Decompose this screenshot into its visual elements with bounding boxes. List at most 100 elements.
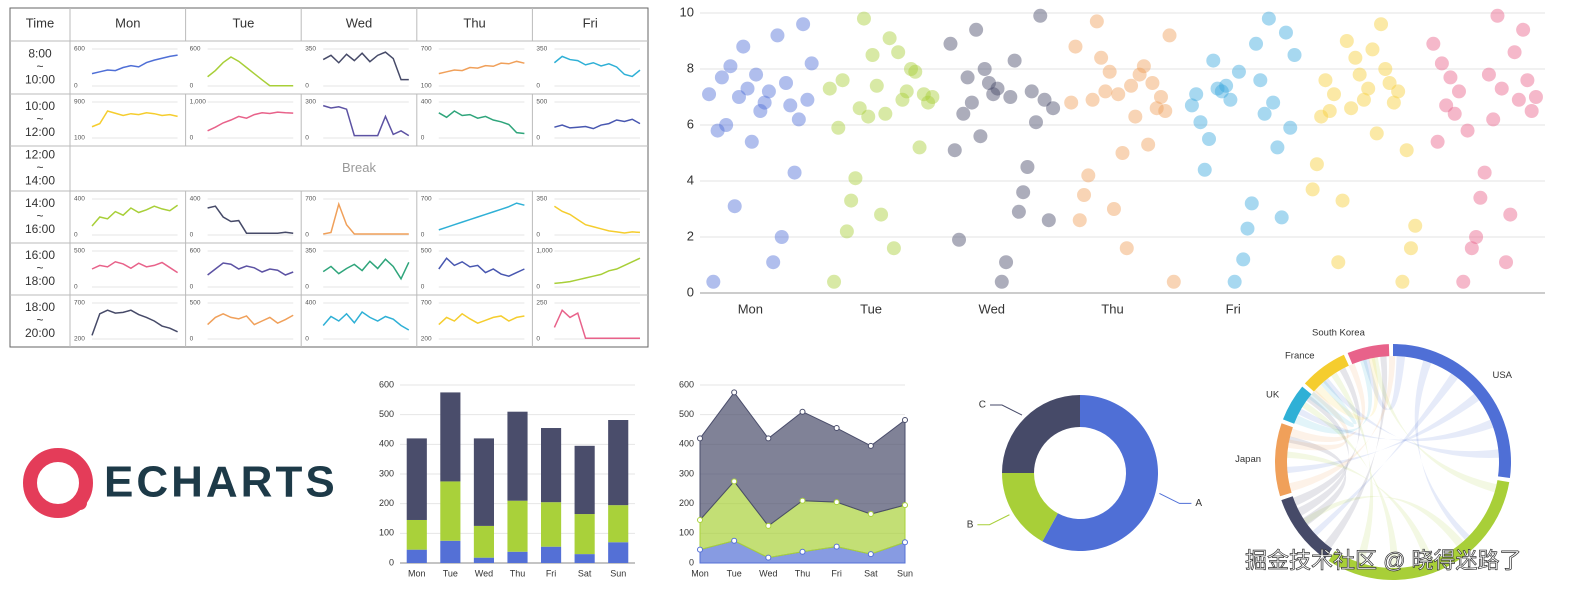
scatter-point [1249, 36, 1264, 51]
scatter-point [1145, 76, 1160, 90]
y-tick-label: 0 [687, 284, 694, 299]
area-point [867, 442, 874, 449]
scatter-point [947, 143, 962, 158]
sparkline [438, 312, 525, 326]
y-tick-label: 1,000 [536, 248, 553, 255]
scatter-point [1481, 67, 1496, 82]
chord-ribbon [1303, 495, 1464, 547]
scatter-point [1451, 84, 1466, 99]
scatter-point [1197, 162, 1212, 177]
x-tick-label: Thu [1101, 301, 1123, 316]
chord-ribbon [1290, 363, 1366, 443]
scatter-point [1141, 137, 1156, 152]
chord-arc [1347, 344, 1390, 365]
y-tick-label: 900 [74, 99, 85, 106]
chord-label: Japan [1235, 454, 1261, 465]
sparkline [438, 60, 525, 75]
bar-segment [541, 546, 562, 563]
area-point [833, 543, 840, 550]
scatter-point [1486, 112, 1501, 127]
scatter-point [1283, 120, 1298, 135]
scatter-point [1162, 28, 1177, 43]
scatter-point [710, 123, 725, 138]
sparkline [322, 258, 410, 281]
x-tick-label: Mon [738, 301, 763, 316]
x-tick-label: Tue [443, 568, 458, 578]
scatter-point [804, 56, 819, 71]
y-tick-label: 0 [190, 336, 194, 343]
scatter-point [1072, 213, 1087, 228]
scatter-point [1395, 274, 1410, 289]
area-point [765, 522, 772, 529]
scatter-point [886, 241, 901, 256]
scatter-point [1386, 95, 1401, 110]
y-tick-label: 0 [536, 284, 540, 291]
scatter-point [1499, 255, 1514, 270]
y-tick-label: 0 [305, 135, 309, 142]
bar-segment [507, 551, 528, 563]
sparkline [322, 51, 409, 81]
scatter-point [1223, 92, 1238, 107]
y-tick-label: 600 [379, 379, 394, 389]
scatter-point [1115, 146, 1130, 160]
chord-arc [1282, 386, 1312, 424]
area-point [799, 497, 806, 504]
chord-arc [1328, 480, 1510, 581]
scatter-point [1473, 190, 1488, 205]
scatter-point [1430, 134, 1445, 149]
scatter-point [731, 90, 746, 104]
scatter-point [1456, 274, 1471, 289]
scatter-point [874, 207, 889, 222]
bar-segment [440, 481, 461, 541]
scatter-point [744, 134, 759, 149]
leader-line [1159, 492, 1192, 504]
scatter-point [1046, 101, 1061, 116]
scatter-point [852, 101, 867, 116]
y-tick-label: 400 [305, 300, 316, 307]
scatter-point [1016, 185, 1031, 200]
time-label: ~ [36, 112, 43, 126]
area-point [902, 502, 908, 509]
scatter-point [1464, 241, 1479, 256]
scatter-point [1193, 115, 1208, 130]
scatter-point [844, 193, 859, 208]
chord-ribbon [1294, 359, 1373, 434]
bar-segment [440, 540, 461, 563]
time-label: ~ [36, 209, 43, 223]
y-tick-label: 500 [74, 248, 85, 255]
x-tick-label: Thu [510, 568, 526, 578]
donut-slice [1042, 395, 1158, 551]
scatter-point [1098, 84, 1113, 99]
time-label: ~ [36, 60, 43, 74]
scatter-point [1240, 221, 1255, 236]
scatter-point [856, 11, 871, 26]
time-label: 14:00 [25, 196, 55, 210]
time-label: 8:00 [28, 47, 52, 61]
scatter-point [757, 95, 772, 110]
y-tick-label: 100 [679, 528, 694, 538]
scatter-point [848, 171, 863, 186]
area-point [867, 551, 874, 558]
scatter-point [1266, 95, 1281, 110]
scatter-point [783, 98, 798, 113]
logo-text: ECHARTS [104, 458, 338, 507]
y-tick-label: 300 [679, 468, 694, 478]
y-tick-label: 600 [74, 46, 85, 53]
scatter-point [1158, 104, 1173, 118]
scatter-point [1439, 98, 1454, 113]
scatter-point [1309, 157, 1324, 172]
y-tick-label: 350 [536, 46, 547, 53]
scatter-point [921, 95, 936, 110]
scatter-point [1236, 252, 1251, 267]
leader-line [977, 514, 1010, 526]
scatter-point [1344, 101, 1359, 116]
y-tick-label: 500 [679, 409, 694, 419]
scatter-point [779, 76, 794, 90]
sparkline [553, 308, 640, 340]
time-label: 16:00 [25, 222, 55, 236]
scatter-point [770, 28, 785, 43]
scatter-point [1202, 132, 1217, 146]
chord-ribbon [1414, 360, 1470, 540]
x-tick-label: Wed [759, 568, 777, 578]
sparkline [554, 118, 641, 130]
